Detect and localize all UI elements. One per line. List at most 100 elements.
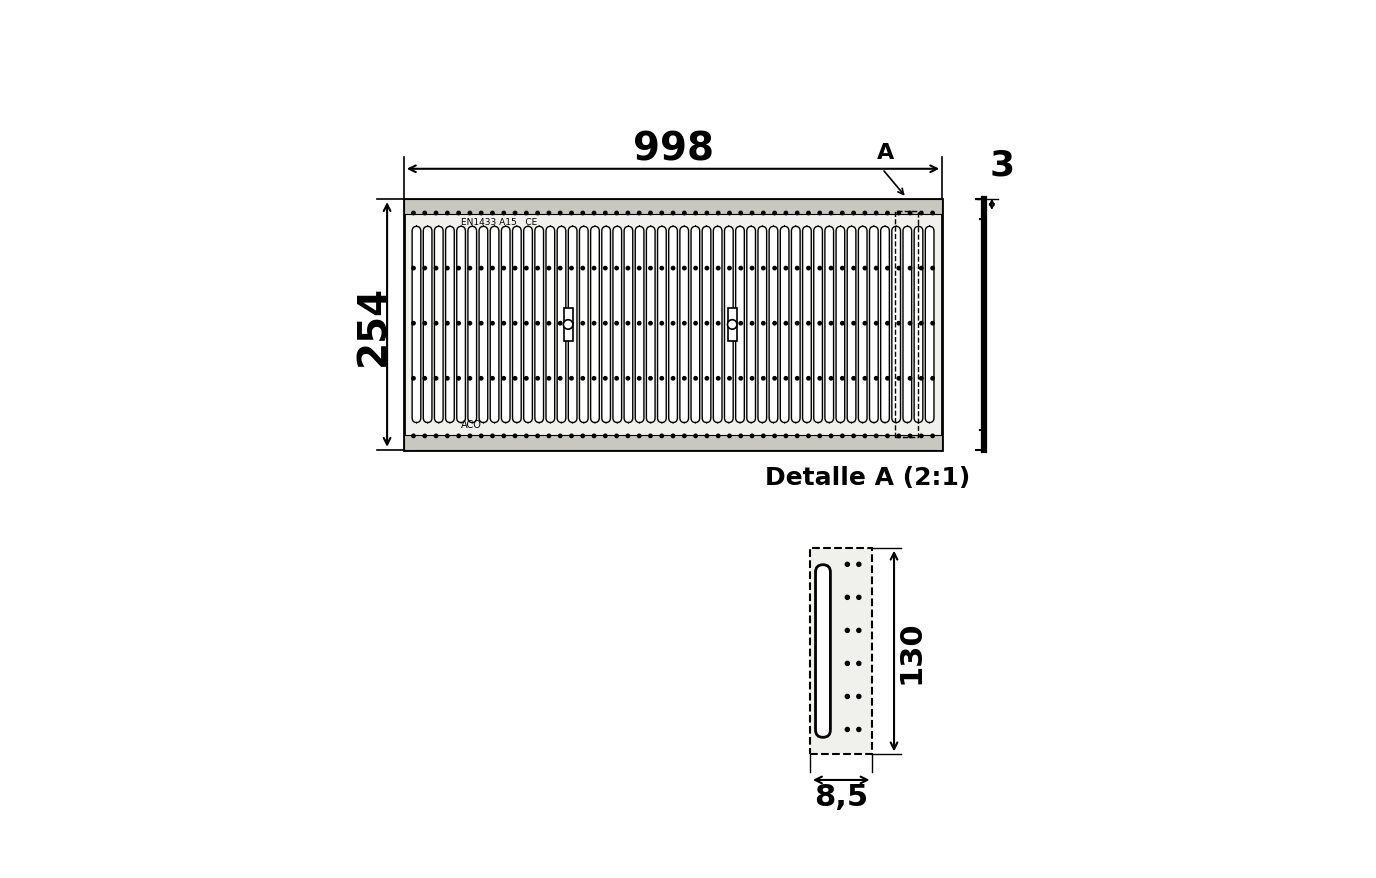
Circle shape: [806, 267, 810, 270]
Circle shape: [626, 322, 630, 326]
Circle shape: [750, 212, 754, 215]
Circle shape: [857, 728, 861, 731]
Circle shape: [592, 322, 596, 326]
Circle shape: [502, 378, 505, 380]
Circle shape: [845, 629, 849, 633]
Circle shape: [535, 322, 539, 326]
Circle shape: [919, 378, 923, 380]
Circle shape: [548, 378, 550, 380]
Circle shape: [513, 212, 517, 215]
Bar: [405, 200, 943, 215]
Circle shape: [570, 322, 574, 326]
Circle shape: [875, 267, 878, 270]
Circle shape: [411, 378, 416, 380]
Circle shape: [660, 322, 663, 326]
FancyBboxPatch shape: [424, 227, 432, 423]
FancyBboxPatch shape: [914, 227, 923, 423]
Circle shape: [592, 435, 596, 438]
Circle shape: [762, 435, 765, 438]
Circle shape: [706, 267, 709, 270]
Circle shape: [615, 435, 618, 438]
Circle shape: [830, 378, 832, 380]
Circle shape: [524, 435, 528, 438]
FancyBboxPatch shape: [612, 227, 622, 423]
Circle shape: [604, 267, 607, 270]
Circle shape: [908, 212, 912, 215]
Circle shape: [875, 378, 878, 380]
Circle shape: [784, 322, 787, 326]
FancyBboxPatch shape: [468, 227, 476, 423]
Circle shape: [728, 322, 731, 326]
Circle shape: [806, 378, 810, 380]
FancyBboxPatch shape: [791, 227, 799, 423]
Circle shape: [845, 563, 849, 566]
Circle shape: [468, 212, 472, 215]
Circle shape: [637, 322, 641, 326]
FancyBboxPatch shape: [647, 227, 655, 423]
Circle shape: [604, 435, 607, 438]
Text: ACO: ACO: [461, 419, 482, 429]
Circle shape: [479, 212, 483, 215]
Circle shape: [863, 267, 867, 270]
Circle shape: [479, 378, 483, 380]
Circle shape: [660, 378, 663, 380]
Circle shape: [637, 378, 641, 380]
Circle shape: [819, 267, 821, 270]
Circle shape: [784, 267, 787, 270]
Circle shape: [479, 322, 483, 326]
Circle shape: [784, 378, 787, 380]
Circle shape: [897, 435, 900, 438]
FancyBboxPatch shape: [625, 227, 633, 423]
Circle shape: [886, 212, 889, 215]
Circle shape: [559, 212, 561, 215]
Circle shape: [795, 378, 799, 380]
Circle shape: [908, 435, 912, 438]
Circle shape: [762, 212, 765, 215]
Circle shape: [739, 212, 743, 215]
Bar: [405, 435, 943, 450]
FancyBboxPatch shape: [490, 227, 499, 423]
Circle shape: [491, 378, 494, 380]
Circle shape: [852, 267, 856, 270]
Circle shape: [513, 322, 517, 326]
Circle shape: [435, 212, 438, 215]
FancyBboxPatch shape: [769, 227, 777, 423]
Circle shape: [739, 322, 743, 326]
Circle shape: [637, 212, 641, 215]
Circle shape: [857, 694, 861, 699]
Circle shape: [908, 378, 912, 380]
Circle shape: [750, 378, 754, 380]
Circle shape: [592, 267, 596, 270]
FancyBboxPatch shape: [813, 227, 823, 423]
FancyBboxPatch shape: [816, 565, 830, 738]
Circle shape: [513, 267, 517, 270]
Text: 3: 3: [989, 148, 1014, 182]
Circle shape: [604, 322, 607, 326]
Circle shape: [852, 378, 856, 380]
Circle shape: [581, 212, 585, 215]
Circle shape: [468, 435, 472, 438]
Circle shape: [852, 322, 856, 326]
Circle shape: [626, 212, 630, 215]
Circle shape: [694, 435, 698, 438]
Circle shape: [908, 322, 912, 326]
Circle shape: [762, 322, 765, 326]
Circle shape: [671, 378, 674, 380]
Circle shape: [739, 378, 743, 380]
Circle shape: [649, 322, 652, 326]
FancyBboxPatch shape: [658, 227, 666, 423]
Circle shape: [422, 435, 427, 438]
Circle shape: [446, 322, 449, 326]
Circle shape: [637, 435, 641, 438]
Circle shape: [773, 435, 776, 438]
Circle shape: [830, 322, 832, 326]
Circle shape: [615, 267, 618, 270]
Circle shape: [548, 267, 550, 270]
Circle shape: [750, 267, 754, 270]
Circle shape: [694, 378, 698, 380]
Circle shape: [863, 378, 867, 380]
Circle shape: [604, 378, 607, 380]
Circle shape: [897, 212, 900, 215]
Circle shape: [886, 435, 889, 438]
FancyBboxPatch shape: [725, 227, 733, 423]
